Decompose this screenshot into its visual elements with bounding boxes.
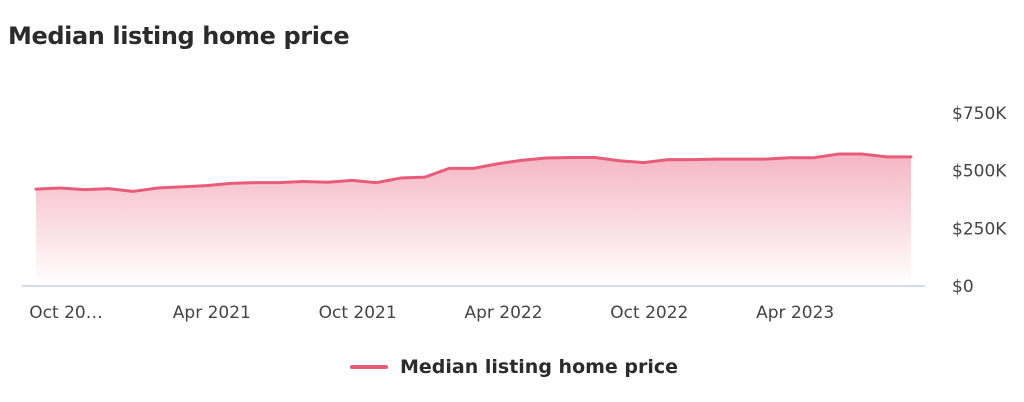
data-point[interactable] <box>906 152 916 162</box>
data-point[interactable] <box>857 149 867 159</box>
data-point[interactable] <box>201 181 211 191</box>
data-point[interactable] <box>420 172 430 182</box>
data-point[interactable] <box>566 153 576 163</box>
legend-label: Median listing home price <box>400 356 679 378</box>
data-point[interactable] <box>444 163 454 173</box>
series-area <box>36 154 911 286</box>
data-point[interactable] <box>347 175 357 185</box>
data-point[interactable] <box>153 183 163 193</box>
data-point[interactable] <box>833 149 843 159</box>
data-point[interactable] <box>225 178 235 188</box>
data-point[interactable] <box>639 158 649 168</box>
data-point[interactable] <box>177 182 187 192</box>
y-tick-label: $500K <box>952 162 1007 182</box>
data-point[interactable] <box>323 177 333 187</box>
data-point[interactable] <box>469 163 479 173</box>
data-point[interactable] <box>809 153 819 163</box>
data-point[interactable] <box>104 184 114 194</box>
x-tick-label: Apr 2022 <box>464 303 542 323</box>
data-point[interactable] <box>250 178 260 188</box>
chart-legend[interactable]: Median listing home price <box>350 356 678 378</box>
x-tick-label: Apr 2021 <box>173 303 251 323</box>
data-point[interactable] <box>371 178 381 188</box>
data-point[interactable] <box>55 183 65 193</box>
data-point[interactable] <box>614 156 624 166</box>
data-point[interactable] <box>31 184 41 194</box>
data-point[interactable] <box>517 155 527 165</box>
x-tick-label: Apr 2023 <box>756 303 834 323</box>
data-point[interactable] <box>298 177 308 187</box>
y-tick-label: $750K <box>952 104 1007 124</box>
x-tick-label: Oct 20… <box>29 303 102 323</box>
data-point[interactable] <box>760 154 770 164</box>
legend-swatch <box>350 365 388 369</box>
data-point[interactable] <box>736 154 746 164</box>
data-point[interactable] <box>274 178 284 188</box>
data-point[interactable] <box>541 153 551 163</box>
data-point[interactable] <box>80 185 90 195</box>
y-tick-label: $250K <box>952 219 1007 239</box>
data-point[interactable] <box>687 155 697 165</box>
data-point[interactable] <box>882 152 892 162</box>
data-point[interactable] <box>128 186 138 196</box>
chart-title: Median listing home price <box>8 22 350 50</box>
data-point[interactable] <box>590 153 600 163</box>
data-point[interactable] <box>396 173 406 183</box>
data-point[interactable] <box>712 154 722 164</box>
data-point[interactable] <box>663 155 673 165</box>
y-tick-label: $0 <box>952 277 974 297</box>
x-tick-label: Oct 2021 <box>319 303 397 323</box>
series-line <box>34 152 913 193</box>
data-point[interactable] <box>784 153 794 163</box>
x-tick-label: Oct 2022 <box>610 303 688 323</box>
data-point[interactable] <box>493 159 503 169</box>
